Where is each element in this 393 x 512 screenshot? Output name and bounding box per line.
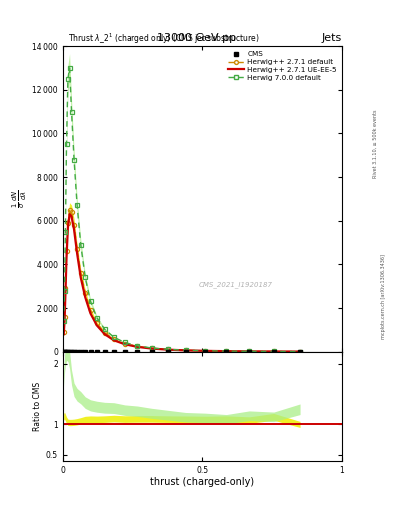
Herwig 7.0.0 default [88, 298, 93, 305]
Herwig++ 2.7.1 default [61, 329, 66, 335]
Herwig++ 2.7.1 UE-EE-5 [112, 337, 116, 344]
Herwig++ 2.7.1 UE-EE-5 [183, 347, 188, 353]
Herwig++ 2.7.1 default [63, 285, 68, 291]
Herwig 7.0.0 default [272, 348, 276, 354]
Y-axis label: Ratio to CMS: Ratio to CMS [33, 381, 42, 431]
Herwig++ 2.7.1 UE-EE-5 [66, 224, 70, 230]
Herwig++ 2.7.1 default [64, 248, 69, 254]
Herwig 7.0.0 default [69, 109, 74, 115]
Herwig++ 2.7.1 UE-EE-5 [165, 347, 170, 353]
Herwig 7.0.0 default [149, 345, 154, 351]
Herwig++ 2.7.1 default [112, 336, 116, 343]
Herwig++ 2.7.1 default [83, 290, 88, 296]
Herwig++ 2.7.1 UE-EE-5 [61, 331, 66, 337]
Herwig 7.0.0 default [83, 274, 88, 281]
Text: 13000 GeV pp: 13000 GeV pp [157, 33, 236, 44]
Y-axis label: $\frac{1}{\sigma}\,\frac{dN}{d\lambda}$: $\frac{1}{\sigma}\,\frac{dN}{d\lambda}$ [11, 189, 29, 208]
Herwig++ 2.7.1 UE-EE-5 [83, 294, 88, 300]
Herwig++ 2.7.1 UE-EE-5 [123, 341, 127, 347]
Herwig++ 2.7.1 default [247, 348, 252, 354]
Herwig++ 2.7.1 UE-EE-5 [64, 255, 69, 261]
Herwig++ 2.7.1 default [102, 330, 107, 336]
Herwig 7.0.0 default [63, 228, 68, 234]
Herwig++ 2.7.1 default [75, 246, 79, 252]
Herwig 7.0.0 default [66, 76, 70, 82]
Herwig++ 2.7.1 default [149, 345, 154, 351]
Herwig 7.0.0 default [112, 334, 116, 340]
Herwig 7.0.0 default [62, 287, 67, 293]
Herwig++ 2.7.1 default [298, 349, 303, 355]
Herwig 7.0.0 default [72, 157, 76, 163]
Herwig++ 2.7.1 UE-EE-5 [298, 349, 303, 355]
Herwig 7.0.0 default [95, 315, 99, 321]
X-axis label: thrust (charged-only): thrust (charged-only) [151, 477, 254, 487]
Herwig++ 2.7.1 UE-EE-5 [69, 214, 74, 220]
Herwig++ 2.7.1 default [95, 320, 99, 326]
Text: Rivet 3.1.10, ≥ 500k events: Rivet 3.1.10, ≥ 500k events [373, 109, 378, 178]
Herwig++ 2.7.1 UE-EE-5 [247, 348, 252, 354]
Herwig++ 2.7.1 default [66, 220, 70, 226]
Herwig++ 2.7.1 default [135, 344, 140, 350]
Herwig++ 2.7.1 default [67, 207, 72, 213]
Herwig 7.0.0 default [247, 348, 252, 354]
Herwig++ 2.7.1 UE-EE-5 [203, 348, 208, 354]
Herwig 7.0.0 default [64, 141, 69, 147]
Herwig++ 2.7.1 UE-EE-5 [272, 349, 276, 355]
Herwig++ 2.7.1 default [183, 347, 188, 353]
Herwig 7.0.0 default [165, 346, 170, 352]
Herwig++ 2.7.1 default [69, 209, 74, 215]
Line: Herwig++ 2.7.1 default: Herwig++ 2.7.1 default [62, 208, 302, 354]
Herwig 7.0.0 default [183, 347, 188, 353]
Herwig++ 2.7.1 UE-EE-5 [75, 250, 79, 257]
Herwig++ 2.7.1 default [78, 270, 83, 276]
Herwig 7.0.0 default [123, 339, 127, 346]
Herwig 7.0.0 default [203, 348, 208, 354]
Herwig 7.0.0 default [75, 202, 79, 208]
Herwig 7.0.0 default [67, 65, 72, 71]
Herwig 7.0.0 default [78, 242, 83, 248]
Herwig++ 2.7.1 UE-EE-5 [78, 274, 83, 281]
Herwig++ 2.7.1 UE-EE-5 [149, 346, 154, 352]
Herwig++ 2.7.1 UE-EE-5 [88, 310, 93, 316]
Text: CMS_2021_I1920187: CMS_2021_I1920187 [199, 281, 273, 288]
Herwig++ 2.7.1 UE-EE-5 [135, 344, 140, 350]
Herwig 7.0.0 default [61, 318, 66, 324]
Herwig++ 2.7.1 default [203, 348, 208, 354]
Herwig 7.0.0 default [298, 349, 303, 355]
Herwig++ 2.7.1 default [88, 307, 93, 313]
Legend: CMS, Herwig++ 2.7.1 default, Herwig++ 2.7.1 UE-EE-5, Herwig 7.0.0 default: CMS, Herwig++ 2.7.1 default, Herwig++ 2.… [226, 50, 338, 82]
Herwig++ 2.7.1 UE-EE-5 [62, 318, 67, 324]
Text: Thrust $\lambda\_2^1$ (charged only) (CMS jet substructure): Thrust $\lambda\_2^1$ (charged only) (CM… [68, 32, 260, 46]
Herwig 7.0.0 default [135, 343, 140, 349]
Herwig 7.0.0 default [224, 348, 229, 354]
Herwig++ 2.7.1 UE-EE-5 [102, 331, 107, 337]
Text: mcplots.cern.ch [arXiv:1306.3436]: mcplots.cern.ch [arXiv:1306.3436] [381, 254, 386, 339]
Herwig++ 2.7.1 UE-EE-5 [224, 348, 229, 354]
Herwig++ 2.7.1 UE-EE-5 [72, 226, 76, 232]
Line: Herwig 7.0.0 default: Herwig 7.0.0 default [61, 66, 303, 354]
Line: Herwig++ 2.7.1 UE-EE-5: Herwig++ 2.7.1 UE-EE-5 [64, 214, 300, 352]
Herwig++ 2.7.1 UE-EE-5 [67, 211, 72, 217]
Herwig++ 2.7.1 UE-EE-5 [95, 323, 99, 329]
Text: Jets: Jets [321, 33, 342, 44]
Herwig++ 2.7.1 UE-EE-5 [63, 292, 68, 298]
Herwig++ 2.7.1 default [165, 347, 170, 353]
Herwig++ 2.7.1 default [224, 348, 229, 354]
Herwig++ 2.7.1 default [272, 348, 276, 354]
Herwig++ 2.7.1 default [123, 340, 127, 347]
Herwig++ 2.7.1 default [72, 222, 76, 228]
Herwig 7.0.0 default [102, 326, 107, 332]
Herwig++ 2.7.1 default [62, 314, 67, 320]
